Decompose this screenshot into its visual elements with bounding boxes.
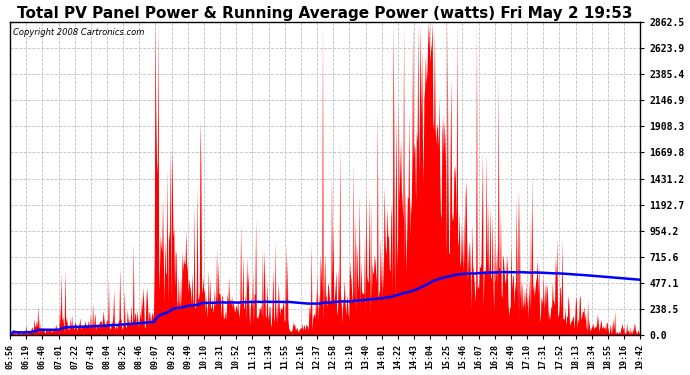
- Title: Total PV Panel Power & Running Average Power (watts) Fri May 2 19:53: Total PV Panel Power & Running Average P…: [17, 6, 633, 21]
- Text: Copyright 2008 Cartronics.com: Copyright 2008 Cartronics.com: [13, 28, 145, 37]
